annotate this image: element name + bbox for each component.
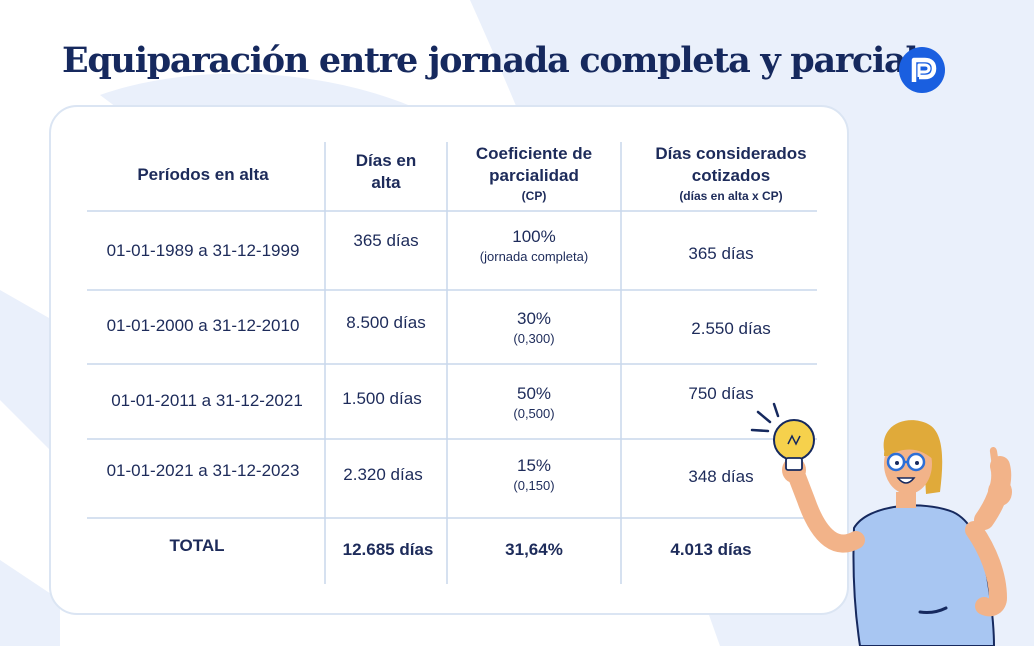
row-2-coeficiente: 30% (0,300) xyxy=(513,309,555,346)
row-1-periodo: 01-01-1989 a 31-12-1999 xyxy=(106,241,300,260)
header-periodos: Períodos en alta xyxy=(137,165,269,184)
row-1-dias: 365 días xyxy=(353,231,419,250)
row-2-considerados: 2.550 días xyxy=(691,319,771,338)
total-label: TOTAL xyxy=(169,536,225,555)
row-3-coeficiente: 50% (0,500) xyxy=(513,384,555,421)
row-4-coeficiente: 15% (0,150) xyxy=(513,456,555,493)
total-dias: 12.685 días xyxy=(342,540,434,559)
row-2-periodo: 01-01-2000 a 31-12-2010 xyxy=(106,316,300,335)
page-title: Equiparación entre jornada completa y pa… xyxy=(62,40,919,81)
p-logo-icon xyxy=(899,47,945,93)
total-considerados: 4.013 días xyxy=(670,540,752,559)
data-table-card: Períodos en alta Días en alta Coeficient… xyxy=(49,105,849,615)
header-coeficiente: Coeficiente de parcialidad (CP) xyxy=(475,144,593,203)
row-4-dias: 2.320 días xyxy=(343,465,423,484)
row-1-considerados: 365 días xyxy=(688,244,754,263)
row-3-periodo: 01-01-2011 a 31-12-2021 xyxy=(111,391,303,410)
row-4-considerados: 348 días xyxy=(688,467,754,486)
header-dias-en-alta: Días en alta xyxy=(355,151,417,192)
row-1-coeficiente: 100% (jornada completa) xyxy=(479,227,589,264)
row-3-dias: 1.500 días xyxy=(342,389,422,408)
row-3-considerados: 750 días xyxy=(688,384,754,403)
row-4-periodo: 01-01-2021 a 31-12-2023 xyxy=(106,461,300,480)
row-2-dias: 8.500 días xyxy=(346,313,426,332)
total-coeficiente: 31,64% xyxy=(505,540,563,559)
header-dias-considerados: Días considerados cotizados (días en alt… xyxy=(655,144,807,203)
woman-with-lightbulb-icon xyxy=(750,402,1012,646)
